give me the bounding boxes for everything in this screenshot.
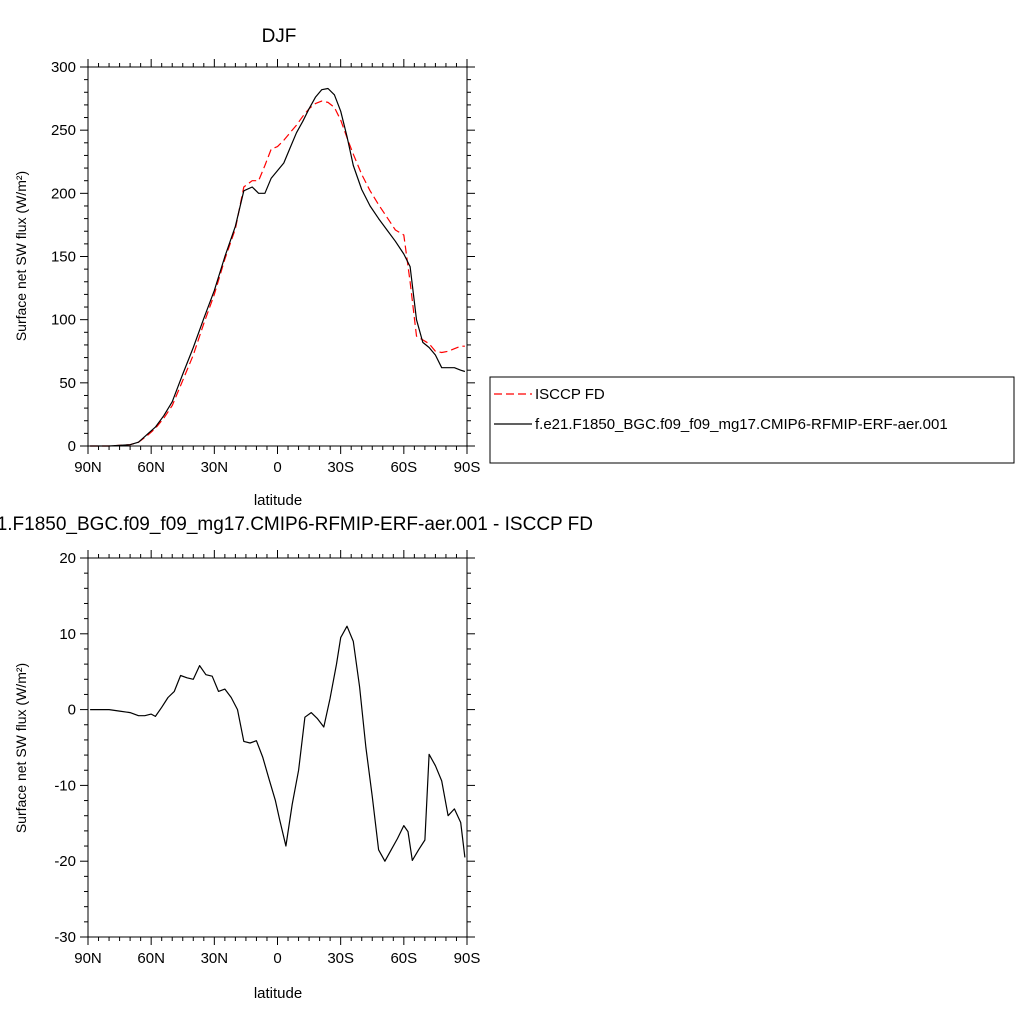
bottom-y-tick-label: 20 [59, 550, 76, 567]
legend-box [489, 376, 1015, 464]
bottom-plot-frame [87, 557, 468, 938]
legend-label-isccp: ISCCP FD [535, 386, 605, 403]
top-y-tick-label: 200 [51, 185, 76, 202]
bottom-x-tick-label: 60N [137, 950, 165, 967]
bottom-y-tick-label: -30 [54, 929, 76, 946]
bottom-y-tick-label: -20 [54, 853, 76, 870]
top-y-axis-label: Surface net SW flux (W/m²) [13, 171, 29, 341]
bottom-y-tick-label: 0 [68, 702, 76, 719]
top-x-tick-label: 30S [327, 459, 354, 476]
top-y-tick-label: 150 [51, 249, 76, 266]
top-y-tick-label: 300 [51, 59, 76, 76]
top-plot-frame [87, 66, 468, 447]
top-x-tick-label: 60S [390, 459, 417, 476]
model-series-line [90, 87, 466, 447]
top-y-tick-label: 0 [68, 438, 76, 455]
top-x-axis-label: latitude [254, 492, 302, 509]
top-y-tick-label: 50 [59, 375, 76, 392]
isccp-fd-series-line [90, 100, 465, 447]
bottom-plot-area [90, 625, 466, 862]
top-y-tick-label: 100 [51, 312, 76, 329]
bottom-x-tick-label: 0 [273, 950, 281, 967]
top-panel: DJF 90N 60N 30N 0 30S 60S 90S 0 50 100 150 200 250 30… [13, 26, 480, 509]
difference-series-line [90, 625, 466, 862]
bottom-panel: f.e21.F1850_BGC.f09_f09_mg17.CMIP6-RFMIP… [0, 514, 593, 1002]
bottom-x-axis-label: latitude [254, 985, 302, 1002]
top-x-tick-label: 0 [273, 459, 281, 476]
difference-chart-title: f.e21.F1850_BGC.f09_f09_mg17.CMIP6-RFMIP… [0, 514, 593, 535]
top-x-tick-label: 60N [137, 459, 165, 476]
bottom-y-axis-label: Surface net SW flux (W/m²) [13, 663, 29, 833]
top-x-tick-label: 90S [454, 459, 481, 476]
bottom-x-tick-label: 60S [390, 950, 417, 967]
top-x-tick-label: 90N [74, 459, 102, 476]
top-y-tick-label: 250 [51, 122, 76, 139]
bottom-x-tick-label: 90S [454, 950, 481, 967]
chart-title: DJF [262, 26, 297, 47]
top-x-tick-label: 30N [201, 459, 229, 476]
top-axes: 90N 60N 30N 0 30S 60S 90S 0 50 100 150 200 250 300 [51, 59, 480, 476]
bottom-x-tick-label: 30N [201, 950, 229, 967]
legend-label-model: f.e21.F1850_BGC.f09_f09_mg17.CMIP6-RFMIP… [535, 416, 948, 433]
legend: ISCCP FD f.e21.F1850_BGC.f09_f09_mg17.CM… [489, 376, 1015, 464]
bottom-x-tick-label: 90N [74, 950, 102, 967]
bottom-x-tick-label: 30S [327, 950, 354, 967]
top-plot-area [90, 87, 466, 447]
bottom-axes: 90N 60N 30N 0 30S 60S 90S 20 10 0 -10 -20 -30 [54, 550, 480, 967]
bottom-y-tick-label: 10 [59, 626, 76, 643]
bottom-y-tick-label: -10 [54, 777, 76, 794]
